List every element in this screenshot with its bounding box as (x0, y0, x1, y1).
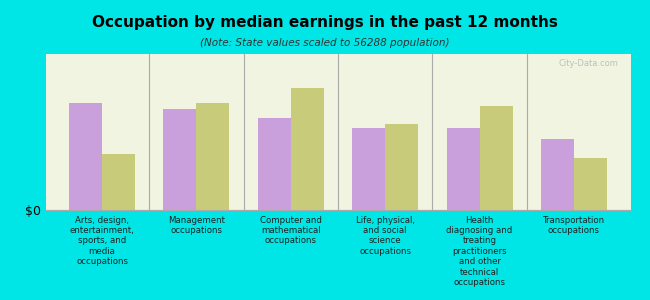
Bar (352, 128, 385, 210)
Text: City-Data.com: City-Data.com (559, 59, 619, 68)
Bar (291, 88, 324, 210)
Bar (258, 118, 291, 210)
Bar (69, 103, 102, 210)
Bar (574, 158, 607, 210)
Text: Occupation by median earnings in the past 12 months: Occupation by median earnings in the pas… (92, 15, 558, 30)
Bar (541, 139, 574, 210)
Bar (196, 103, 229, 210)
Text: (Note: State values scaled to 56288 population): (Note: State values scaled to 56288 popu… (200, 38, 450, 47)
Bar (102, 154, 135, 210)
Bar (163, 109, 196, 210)
Bar (447, 128, 480, 210)
Bar (385, 124, 418, 210)
Bar (480, 106, 513, 210)
